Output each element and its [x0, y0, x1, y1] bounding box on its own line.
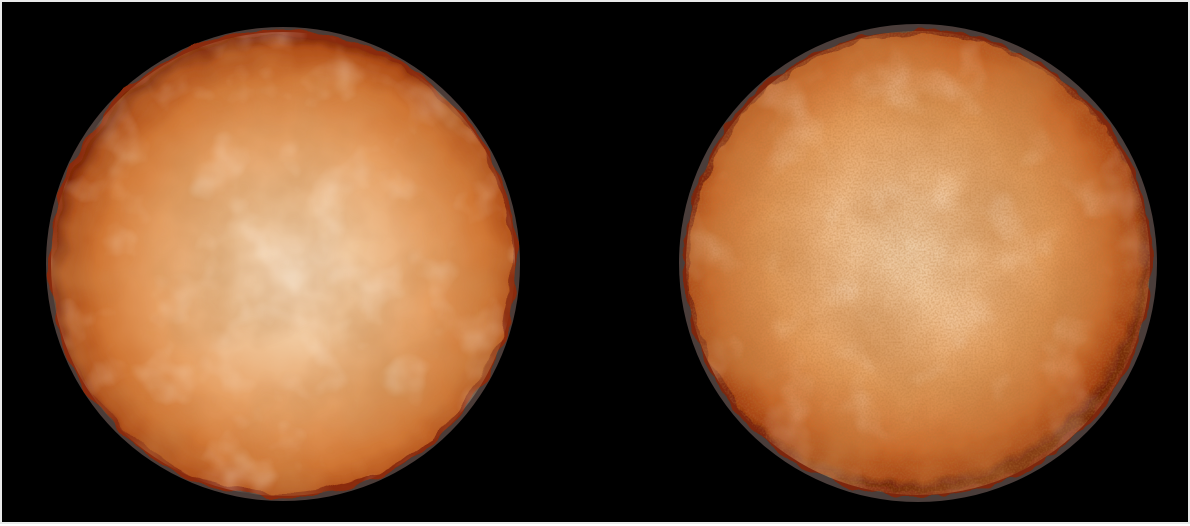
- right-panel: [597, 2, 1190, 526]
- left-disc-svg: [46, 27, 520, 501]
- right-disc-turbulence: [686, 31, 1150, 495]
- right-disc-svg: [679, 24, 1157, 502]
- left-disc-turbulence: [51, 32, 515, 496]
- left-panel: [2, 2, 597, 526]
